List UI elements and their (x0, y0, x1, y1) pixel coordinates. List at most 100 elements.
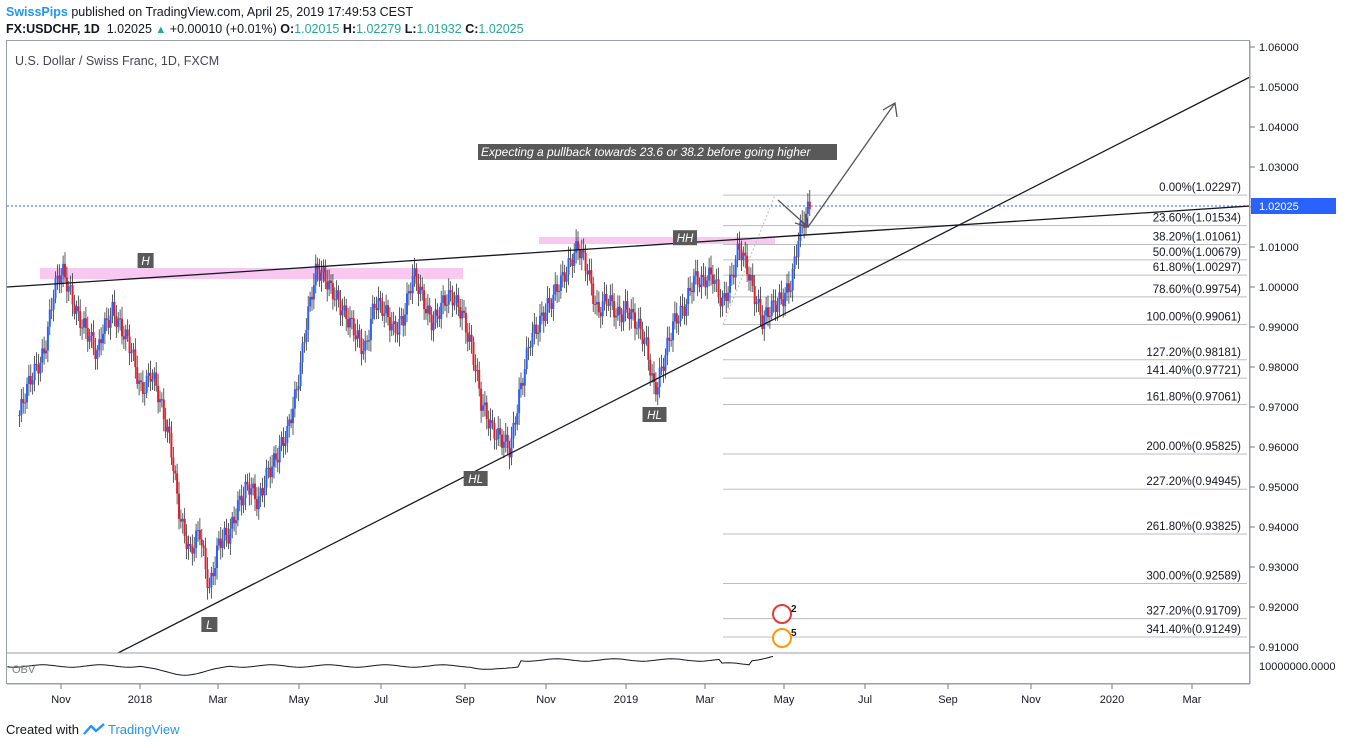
candle-body (725, 293, 728, 302)
candle-body (288, 419, 291, 426)
candle-body (554, 284, 557, 295)
candle-body (751, 275, 754, 287)
price-tick-label: 0.96000 (1259, 442, 1299, 454)
candle-body (398, 319, 401, 335)
candle-body (445, 304, 448, 306)
candle-body (734, 260, 737, 278)
candle-body (128, 336, 131, 354)
candle-body (69, 285, 72, 287)
candle-body (755, 302, 758, 305)
time-tick-label: May (774, 694, 795, 706)
candle-body (381, 301, 384, 316)
candle-body (459, 307, 462, 319)
candle-body (348, 317, 351, 328)
candle-body (766, 307, 769, 318)
candle-body (525, 348, 528, 370)
candle-body (651, 373, 654, 376)
author-name[interactable]: SwissPips (6, 5, 68, 19)
candle-body (614, 315, 617, 318)
candle-body (79, 311, 82, 328)
candle-body (690, 290, 693, 293)
candle-body (147, 372, 150, 376)
candle-body (189, 543, 192, 546)
candle-body (654, 382, 657, 395)
candle-body (569, 258, 572, 260)
candle-body (476, 370, 479, 372)
candle-body (92, 332, 95, 349)
candle-body (578, 249, 581, 259)
candle-body (480, 388, 483, 411)
candle-body (622, 309, 625, 323)
candle-body (592, 283, 595, 304)
candle-body (255, 499, 258, 510)
candle-body (282, 437, 285, 446)
candle-body (586, 270, 589, 275)
candle-body (584, 252, 587, 271)
candle-body (284, 442, 287, 446)
candle-body (396, 332, 399, 335)
candle-body (236, 500, 239, 521)
footer: Created with TradingView (6, 722, 180, 737)
candle-body (219, 538, 222, 549)
candle-body (523, 369, 526, 386)
swing-label: L (206, 620, 212, 632)
candle-body (394, 321, 397, 333)
swing-label: HH (677, 233, 694, 245)
candle-body (293, 389, 296, 409)
candle-body (544, 312, 547, 322)
candle-body (242, 498, 245, 506)
candle-body (447, 290, 450, 305)
candle-body (386, 305, 389, 318)
candle-body (177, 493, 180, 519)
fib-level-label: 127.20%(0.98181) (1146, 347, 1241, 359)
time-tick-label: Jul (374, 694, 388, 706)
candle-body (136, 367, 139, 384)
candle-body (385, 305, 388, 314)
candle-body (37, 364, 40, 374)
candle-body (765, 307, 768, 316)
candle-body (700, 274, 703, 288)
annotation-text: Expecting a pullback towards 23.6 or 38.… (481, 145, 812, 159)
last-price: 1.02025 (106, 22, 152, 36)
low-label: L: (404, 22, 417, 36)
candle-body (660, 366, 663, 369)
candle-body (198, 529, 201, 540)
candle-body (257, 496, 260, 510)
candle-body (742, 252, 745, 261)
tradingview-brand[interactable]: TradingView (108, 722, 180, 737)
high-value: 1.02279 (356, 22, 402, 36)
candle-body (84, 318, 87, 328)
candle-body (628, 312, 631, 320)
candle-body (567, 258, 570, 275)
candle-body (63, 263, 66, 278)
time-tick-label: Sep (938, 694, 958, 706)
candle-body (740, 249, 743, 261)
candle-body (130, 351, 133, 354)
candle-body (806, 201, 809, 214)
swing-label-box (673, 230, 698, 246)
price-tick-label: 1.04000 (1259, 122, 1299, 134)
candle-body (466, 332, 469, 342)
candle-body (594, 303, 597, 305)
candle-body (761, 315, 764, 330)
candle-body (641, 329, 644, 344)
candle-body (31, 380, 34, 385)
candle-body (240, 495, 243, 506)
candle-body (208, 586, 211, 589)
candle-body (22, 399, 25, 404)
candle-body (652, 373, 655, 383)
candle-body (782, 299, 785, 307)
candle-body (227, 535, 230, 544)
candle-body (550, 303, 553, 309)
candle-body (392, 321, 395, 325)
candle-body (120, 318, 123, 337)
candle-body (546, 298, 549, 313)
candle-body (535, 324, 538, 335)
candle-body (145, 375, 148, 393)
candle-body (687, 287, 690, 305)
candle-body (759, 298, 762, 316)
candle-body (333, 299, 336, 301)
candle-body (474, 364, 477, 372)
swing-label: HL (468, 474, 483, 486)
